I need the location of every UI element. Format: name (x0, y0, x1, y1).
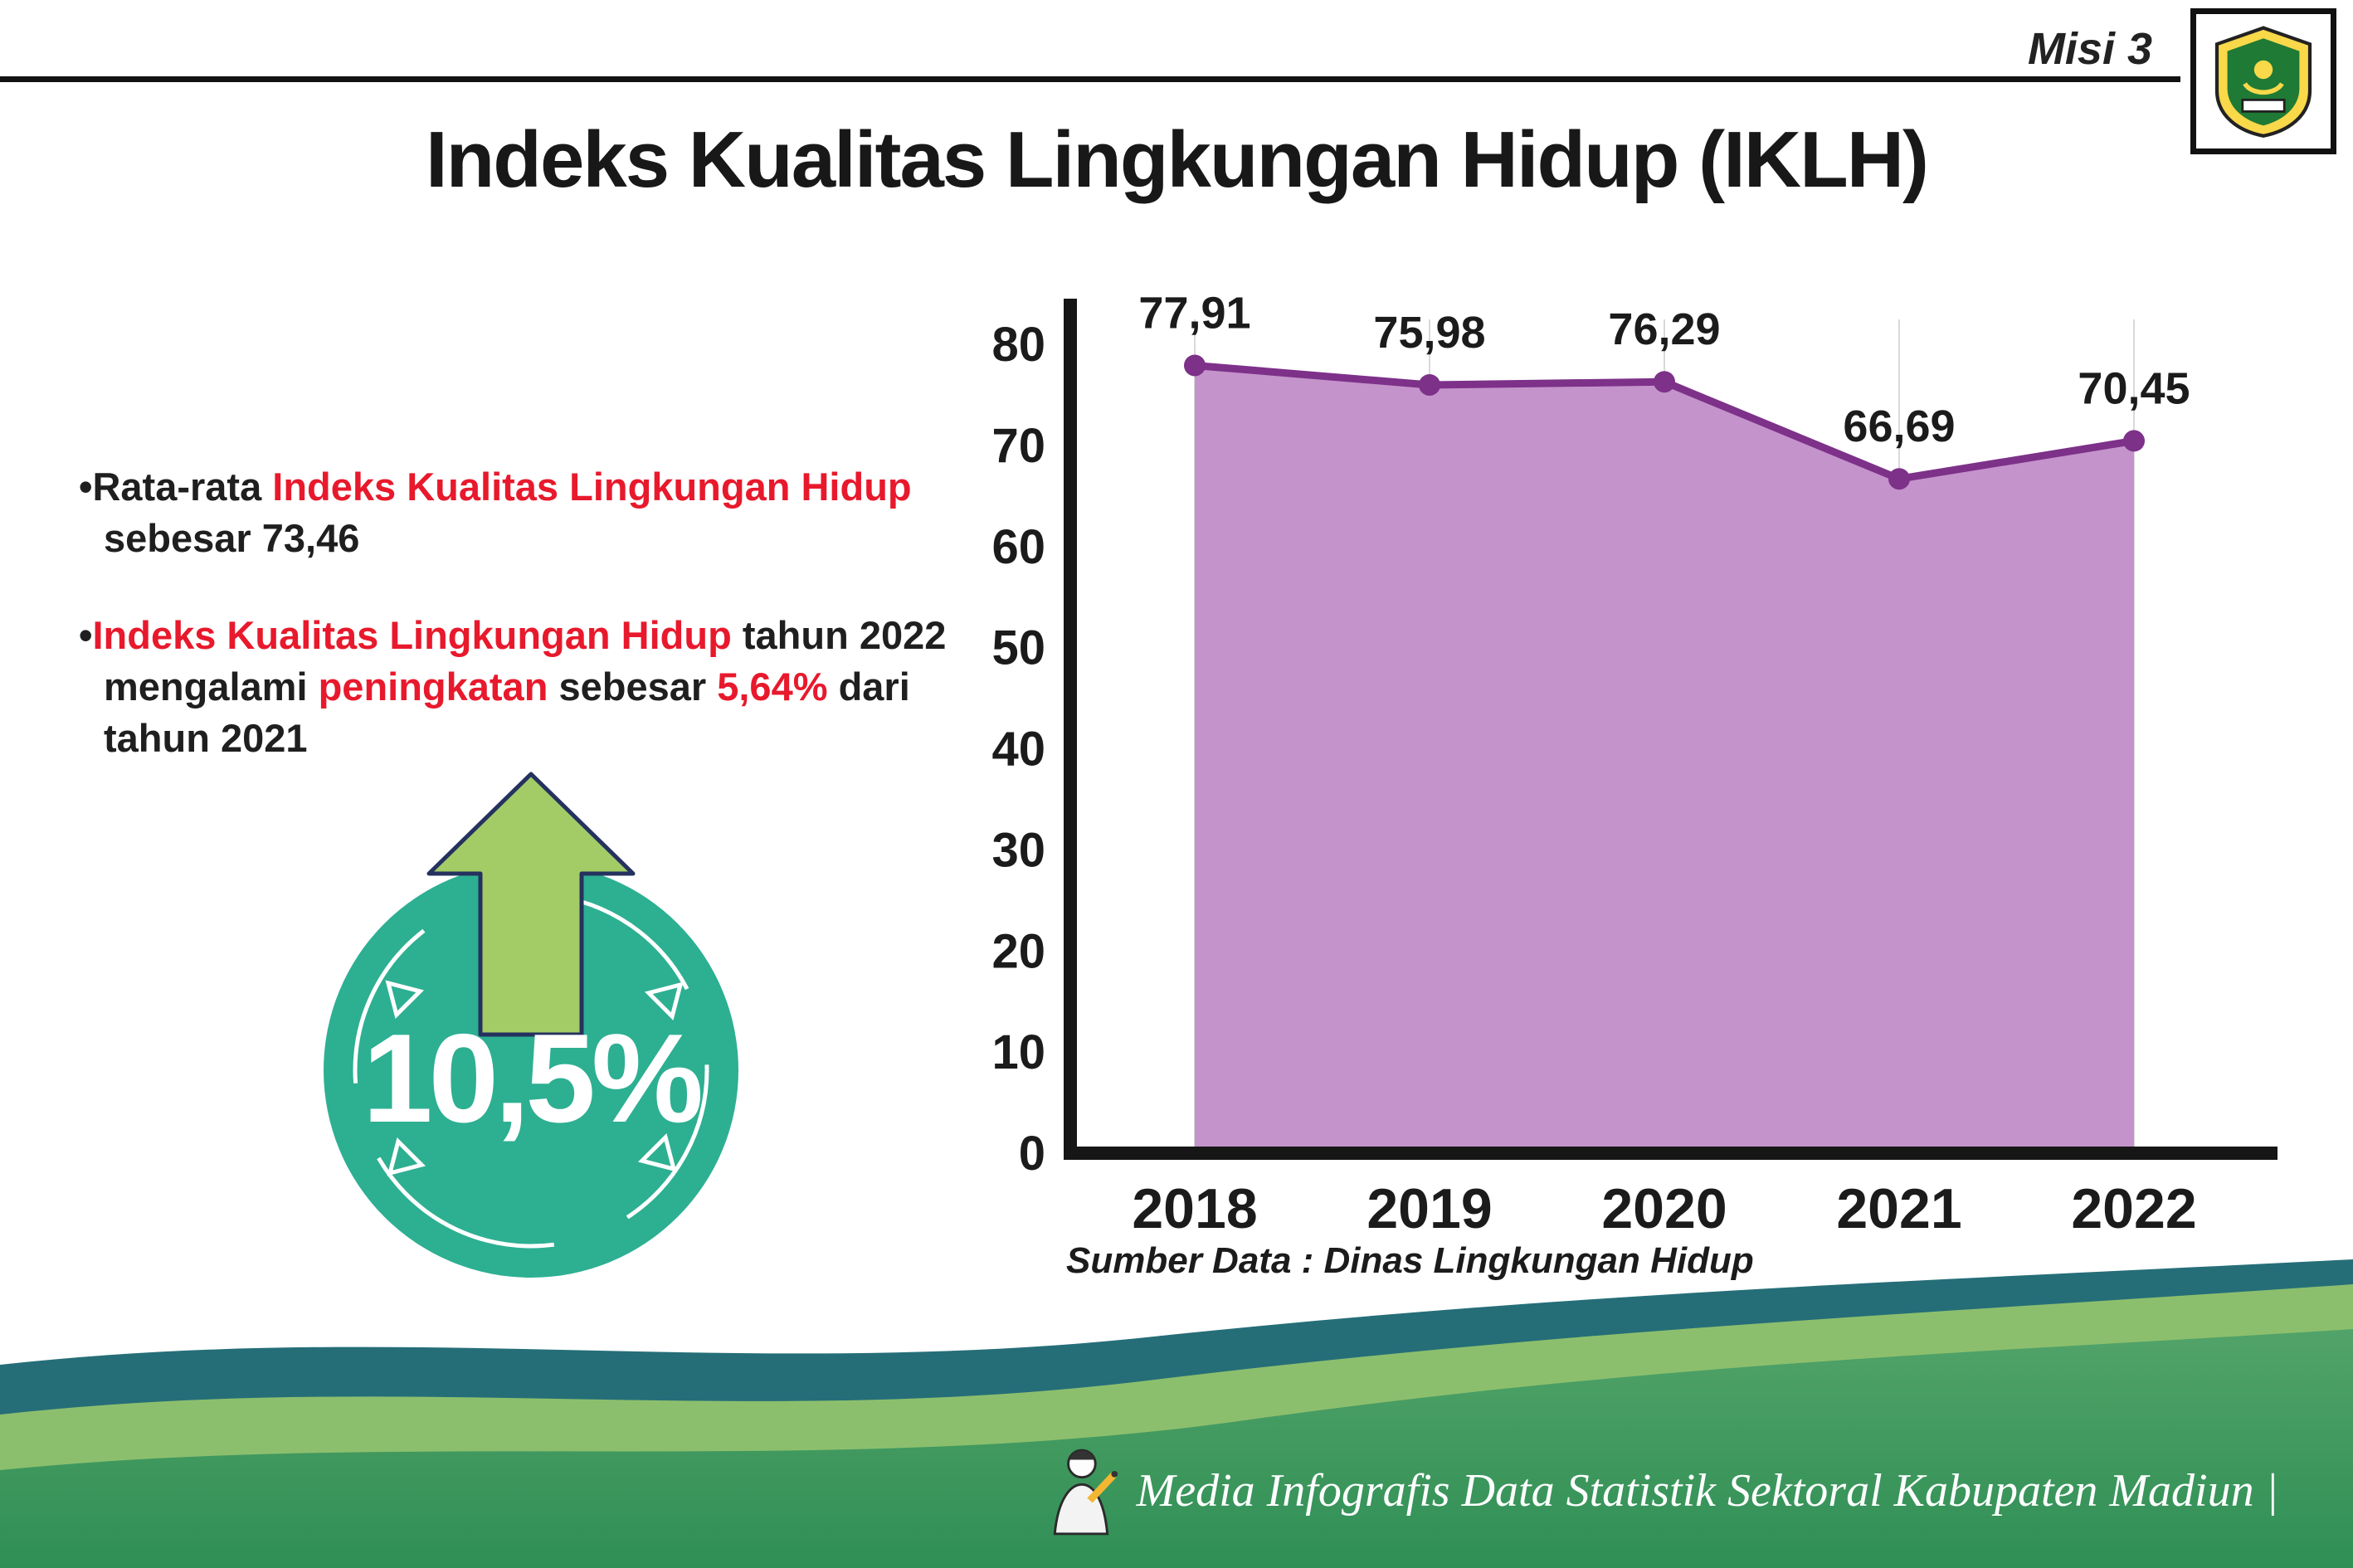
svg-text:2019: 2019 (1366, 1177, 1492, 1240)
bullet-segment: 5,64% (717, 665, 828, 709)
iklh-area-chart: 77,91 75,98 76,29 66,69 70,45 0 10 20 30 40 50 60 70… (991, 288, 2277, 1240)
svg-text:2022: 2022 (2071, 1177, 2196, 1240)
svg-text:60: 60 (991, 520, 1045, 574)
bullet-segment: sebesar 73,46 (104, 516, 360, 561)
bullet-segment: Indeks Kualitas Lingkungan Hidup (272, 465, 912, 509)
svg-text:40: 40 (991, 723, 1045, 777)
kabupaten-madiun-logo (2190, 8, 2336, 154)
footer-waves (0, 1259, 2353, 1568)
svg-text:66,69: 66,69 (1843, 402, 1955, 451)
bullet-segment: tahun 2022 mengalami (104, 613, 947, 709)
svg-text:2020: 2020 (1601, 1177, 1727, 1240)
svg-text:77,91: 77,91 (1138, 288, 1250, 338)
mascot-icon (1053, 1449, 1118, 1536)
up-arrow-icon (426, 772, 636, 1037)
svg-text:10: 10 (991, 1025, 1045, 1079)
svg-text:76,29: 76,29 (1608, 304, 1720, 354)
svg-text:30: 30 (991, 823, 1045, 877)
data-source-label: Sumber Data : Dinas Lingkungan Hidup (1066, 1240, 1754, 1281)
misi-label: Misi 3 (2027, 24, 2152, 74)
bullet-marker: • (79, 613, 93, 658)
bullet-segment: dari tahun 2021 (104, 665, 910, 761)
svg-text:20: 20 (991, 924, 1045, 978)
svg-text:80: 80 (991, 318, 1045, 372)
svg-text:70: 70 (991, 419, 1045, 473)
credit-text: Media Infografis Data Statistik Sektoral… (1136, 1465, 2278, 1517)
svg-text:0: 0 (1019, 1127, 1045, 1181)
bullet-marker: • (79, 465, 93, 509)
bullet-list: •Rata-rata Indeks Kualitas Lingkungan Hi… (79, 461, 967, 810)
bullet-segment: sebesar (548, 665, 718, 709)
bullet-item: •Indeks Kualitas Lingkungan Hidup tahun … (79, 610, 967, 764)
bullet-segment: Rata-rata (92, 465, 273, 509)
svg-text:2021: 2021 (1836, 1177, 1961, 1240)
bullet-segment: Indeks Kualitas Lingkungan Hidup (92, 613, 732, 658)
top-rule (0, 76, 2180, 82)
increase-badge: 10,5% (319, 767, 743, 1315)
bullet-item: •Rata-rata Indeks Kualitas Lingkungan Hi… (79, 461, 967, 564)
bullet-segment: peningkatan (318, 665, 548, 709)
badge-decorations (353, 892, 709, 1249)
svg-text:75,98: 75,98 (1373, 308, 1485, 358)
svg-text:70,45: 70,45 (2078, 363, 2190, 413)
footer-credit: Media Infografis Data Statistik Sektoral… (1040, 1443, 2278, 1539)
iklh-chart: 77,91 75,98 76,29 66,69 70,45 0 10 20 30 40 50 60 70… (975, 274, 2302, 1319)
svg-text:50: 50 (991, 621, 1045, 675)
badge-value: 10,5% (363, 1008, 704, 1149)
svg-text:2018: 2018 (1132, 1177, 1257, 1240)
page-title: Indeks Kualitas Lingkungan Hidup (IKLH) (425, 115, 1929, 204)
shield-icon (2214, 26, 2312, 138)
